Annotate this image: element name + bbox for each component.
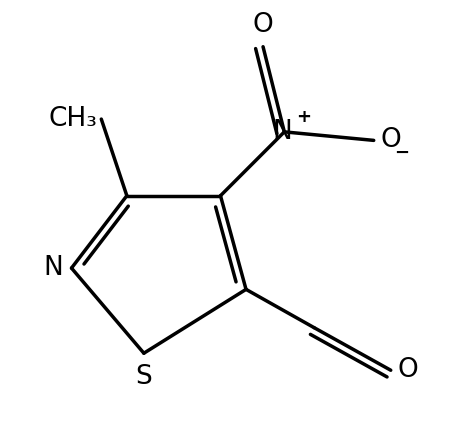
Text: CH₃: CH₃ bbox=[48, 106, 97, 132]
Text: O: O bbox=[380, 128, 401, 153]
Text: N: N bbox=[43, 255, 63, 281]
Text: S: S bbox=[136, 364, 152, 390]
Text: N: N bbox=[273, 119, 292, 145]
Text: +: + bbox=[296, 108, 311, 126]
Text: −: − bbox=[394, 144, 409, 162]
Text: O: O bbox=[253, 12, 273, 38]
Text: O: O bbox=[397, 357, 418, 383]
